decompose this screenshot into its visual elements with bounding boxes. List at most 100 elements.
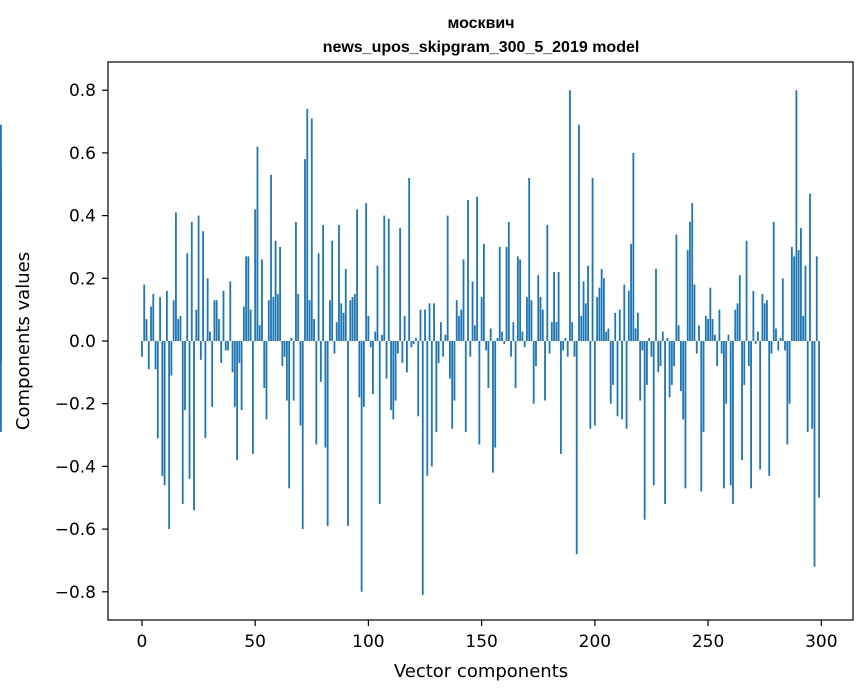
y-tick-label: −0.6 [55, 520, 96, 540]
bar [367, 315, 370, 341]
bar [793, 256, 796, 341]
bar [394, 341, 397, 401]
bar [725, 341, 728, 404]
bar [507, 221, 510, 341]
bar [546, 225, 549, 341]
bar [800, 228, 802, 341]
bar [519, 259, 522, 341]
y-tick-label: 0.8 [69, 81, 96, 101]
bar [603, 278, 605, 341]
bar [406, 341, 408, 373]
bar [526, 297, 528, 341]
bar [811, 341, 814, 429]
y-axis: −0.8 −0.6 −0.4 −0.2 0.0 0.2 0.4 0.6 0.8 [55, 81, 108, 603]
bar [747, 341, 750, 367]
bar [242, 306, 245, 341]
bar [356, 209, 358, 341]
bar [648, 337, 651, 341]
bar [152, 293, 155, 341]
bar [462, 259, 465, 341]
bar [0, 341, 2, 363]
bar [643, 341, 646, 520]
bar [646, 341, 648, 385]
bar [184, 341, 186, 410]
bar [562, 341, 565, 351]
bar [492, 341, 494, 473]
bar [707, 319, 709, 341]
bar [415, 337, 417, 341]
bar [295, 221, 297, 341]
bar [736, 303, 739, 341]
bar [233, 341, 236, 407]
bar [301, 341, 304, 530]
bar [181, 341, 184, 505]
bar [263, 341, 266, 389]
bar [596, 297, 599, 341]
bar [636, 312, 639, 341]
bar [591, 177, 594, 341]
bar [374, 331, 377, 341]
bar [772, 221, 775, 341]
bar [528, 177, 531, 341]
bar [168, 341, 171, 530]
bar [510, 341, 512, 357]
bar [408, 177, 411, 341]
bar [523, 341, 526, 348]
bar [390, 341, 392, 410]
bar [362, 341, 365, 407]
bar [589, 341, 592, 429]
bar [553, 272, 555, 341]
bar [675, 234, 678, 341]
bar [428, 303, 431, 341]
bar [750, 341, 752, 489]
bar [711, 319, 714, 341]
bar [449, 341, 451, 379]
y-axis-label: Components values [13, 252, 34, 430]
bar [709, 287, 712, 341]
bar [211, 341, 214, 407]
bar [199, 341, 202, 360]
bar [621, 341, 623, 420]
bar [512, 322, 515, 341]
bar [254, 209, 257, 341]
bar [684, 341, 687, 489]
bar [729, 341, 732, 486]
bar [444, 334, 447, 341]
bar [347, 341, 349, 526]
bar [188, 341, 191, 479]
bar [351, 297, 354, 341]
bar [691, 203, 694, 341]
bar [695, 341, 698, 354]
bar [202, 231, 205, 341]
bar [625, 341, 628, 429]
bar [256, 146, 259, 341]
bar [231, 341, 234, 373]
x-tick-label: 200 [579, 632, 611, 652]
bar [365, 203, 368, 341]
bar [661, 331, 664, 341]
bar [784, 341, 786, 351]
bar [818, 341, 820, 498]
bar [143, 284, 146, 341]
bar [587, 265, 589, 341]
bar [680, 341, 682, 392]
bar [471, 281, 474, 341]
bar [437, 341, 440, 363]
bar [163, 341, 166, 486]
bar [535, 341, 537, 367]
bar [555, 322, 558, 341]
bar [668, 341, 671, 398]
bar [245, 256, 248, 341]
bar [496, 337, 499, 341]
bar [693, 284, 696, 341]
bar [467, 199, 469, 341]
bar [786, 341, 789, 445]
bar [505, 246, 508, 341]
bar [281, 341, 284, 367]
bar [324, 341, 327, 448]
bar [326, 341, 329, 526]
x-axis: 0 50 100 150 200 250 300 [137, 620, 838, 652]
bar [218, 319, 220, 341]
bar [777, 341, 780, 351]
bar [315, 341, 318, 445]
